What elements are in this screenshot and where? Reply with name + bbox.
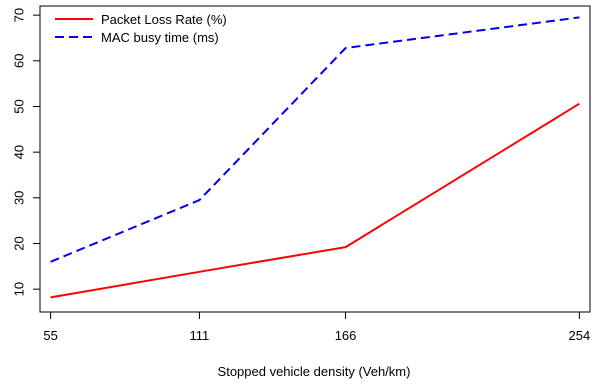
series-line-1 (50, 102, 580, 299)
x-tick-label: 111 (190, 328, 210, 343)
y-tick-label: 40 (11, 145, 26, 159)
y-tick-label: 30 (11, 191, 26, 205)
y-tick-label: 60 (11, 54, 26, 68)
plot-frame (39, 5, 591, 313)
x-tick-label: 254 (569, 328, 591, 343)
series-line-2 (50, 16, 580, 263)
x-axis: 55 111 166 254 (43, 312, 590, 343)
legend: Packet Loss Rate (%) MAC busy time (ms) (55, 12, 227, 45)
x-axis-title: Stopped vehicle density (Veh/km) (218, 364, 411, 379)
y-axis: 10 20 30 40 50 60 70 (11, 8, 40, 296)
y-tick-label: 50 (11, 99, 26, 113)
series-layer (50, 16, 580, 299)
legend-label: Packet Loss Rate (%) (101, 12, 227, 27)
legend-label: MAC busy time (ms) (101, 30, 219, 45)
y-tick-label: 70 (11, 8, 26, 22)
x-tick-label: 55 (43, 328, 57, 343)
y-tick-label: 20 (11, 236, 26, 250)
x-tick-label: 166 (335, 328, 357, 343)
y-tick-label: 10 (11, 282, 26, 296)
